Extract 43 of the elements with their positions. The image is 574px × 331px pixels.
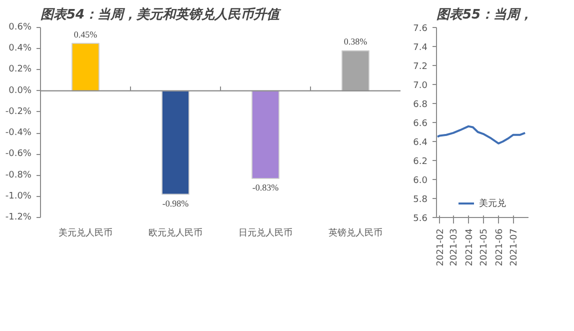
- data-label: 0.38%: [344, 36, 368, 47]
- x-tick-label: 英镑兑人民币: [328, 228, 382, 238]
- bar: [252, 90, 280, 179]
- x-tick-label: 2021-03: [450, 228, 460, 266]
- y-tick-label: 0.6%: [8, 22, 32, 32]
- y-tick-label: 7.2: [413, 62, 428, 72]
- data-label: -0.98%: [162, 198, 190, 208]
- data-label: 0.45%: [74, 29, 98, 40]
- x-tick-label: 2021-04: [464, 228, 475, 266]
- y-tick-label: 6.4: [413, 138, 428, 148]
- y-tick-label: -1.2%: [5, 212, 32, 222]
- y-tick-label: 6.0: [413, 176, 428, 186]
- chart-title: 图表54：当周，美元和英镑兑人民币升值: [40, 6, 282, 22]
- line-series: [436, 125, 526, 144]
- data-label: -0.83%: [252, 182, 280, 192]
- y-tick-label: 6.8: [413, 100, 428, 110]
- y-tick-label: 7.4: [413, 43, 428, 53]
- y-tick-label: 7.0: [413, 81, 428, 91]
- y-tick-label: 0.4%: [8, 44, 32, 54]
- y-tick-label: -1.0%: [5, 191, 32, 202]
- y-tick-label: -0.8%: [5, 170, 32, 180]
- bar: [162, 90, 190, 195]
- y-tick-label: 6.2: [413, 157, 428, 167]
- x-tick-label: 欧元兑人民币: [148, 228, 202, 238]
- x-tick-label: 美元兑人民币: [58, 228, 112, 238]
- y-tick-label: 0.2%: [8, 64, 32, 75]
- x-tick-label: 2021-07: [510, 228, 520, 266]
- x-tick-label: 2021-02: [436, 228, 446, 266]
- y-tick-label: 6.6: [413, 119, 428, 129]
- x-tick-label: 2021-06: [494, 228, 505, 266]
- bar: [72, 42, 100, 92]
- x-tick-label: 2021-05: [480, 228, 490, 266]
- chart-title: 图表55：当周，: [436, 8, 533, 22]
- y-tick-label: -0.4%: [5, 128, 32, 138]
- y-tick-label: 7.6: [413, 24, 428, 34]
- y-tick-label: -0.2%: [5, 106, 32, 117]
- bar: [342, 50, 370, 92]
- y-tick-label: -0.6%: [5, 149, 32, 160]
- y-tick-label: 0.0%: [8, 86, 32, 96]
- y-tick-label: 5.6: [413, 214, 428, 224]
- y-tick-label: 5.8: [413, 195, 428, 205]
- x-tick-label: 日元兑人民币: [238, 228, 292, 238]
- legend-label: 美元兑: [479, 198, 506, 210]
